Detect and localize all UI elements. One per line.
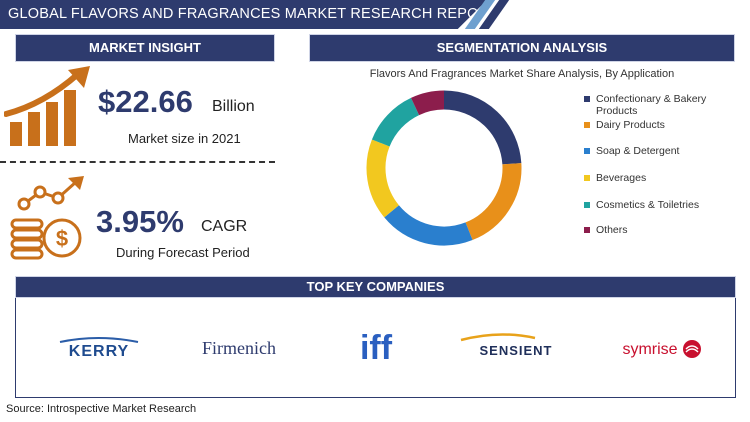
legend-label: Others	[596, 224, 628, 236]
donut-slice	[465, 163, 522, 241]
dollar-coins-icon: $	[10, 176, 84, 260]
kerry-logo-text: KERRY	[69, 343, 129, 360]
legend-swatch	[584, 175, 590, 181]
donut-chart	[366, 90, 522, 246]
donut-slice	[384, 205, 473, 246]
section-divider	[0, 161, 275, 163]
market-size-value: $22.66	[98, 84, 193, 119]
donut-slice	[411, 90, 445, 116]
sensient-logo: SENSIENT	[460, 333, 552, 358]
symrise-logo-text: symrise	[622, 341, 677, 358]
legend-swatch	[584, 227, 590, 233]
legend-swatch	[584, 122, 590, 128]
companies-panel: KERRY Firmenich iff SENSIENT symrise	[15, 298, 736, 398]
iff-logo: iff	[360, 329, 393, 367]
cagr-value: 3.95%	[96, 204, 184, 239]
growth-chart-icon	[4, 66, 90, 146]
legend-label: Cosmetics & Toiletries	[596, 199, 700, 211]
market-size-unit: Billion	[212, 98, 255, 115]
market-size-caption: Market size in 2021	[128, 131, 241, 146]
cagr-unit: CAGR	[201, 218, 248, 235]
legend-label: Confectionary & Bakery Products	[596, 93, 707, 117]
market-insight-header: MARKET INSIGHT	[15, 34, 275, 62]
legend-swatch	[584, 202, 590, 208]
sensient-logo-text: SENSIENT	[479, 343, 552, 358]
svg-text:$: $	[56, 226, 68, 251]
donut-slice	[366, 139, 400, 218]
legend-label: Soap & Detergent	[596, 145, 680, 157]
symrise-logo: symrise	[622, 340, 701, 358]
source-note: Source: Introspective Market Research	[6, 403, 197, 415]
kerry-logo: KERRY	[59, 337, 139, 360]
chart-title: Flavors And Fragrances Market Share Anal…	[369, 68, 675, 80]
report-title: GLOBAL FLAVORS AND FRAGRANCES MARKET RES…	[8, 6, 499, 22]
segmentation-header: SEGMENTATION ANALYSIS	[309, 34, 735, 62]
firmenich-logo-text: Firmenich	[202, 338, 276, 358]
legend-label: Beverages	[596, 172, 647, 184]
legend-swatch	[584, 96, 590, 102]
legend-swatch	[584, 148, 590, 154]
cagr-caption: During Forecast Period	[116, 245, 250, 260]
top-companies-header: TOP KEY COMPANIES	[15, 276, 736, 298]
donut-slice	[371, 97, 420, 147]
iff-logo-text: iff	[360, 329, 393, 367]
firmenich-logo: Firmenich	[202, 338, 276, 358]
legend-label: Dairy Products	[596, 119, 665, 131]
title-banner: GLOBAL FLAVORS AND FRAGRANCES MARKET RES…	[0, 0, 487, 29]
donut-slice	[443, 90, 522, 165]
